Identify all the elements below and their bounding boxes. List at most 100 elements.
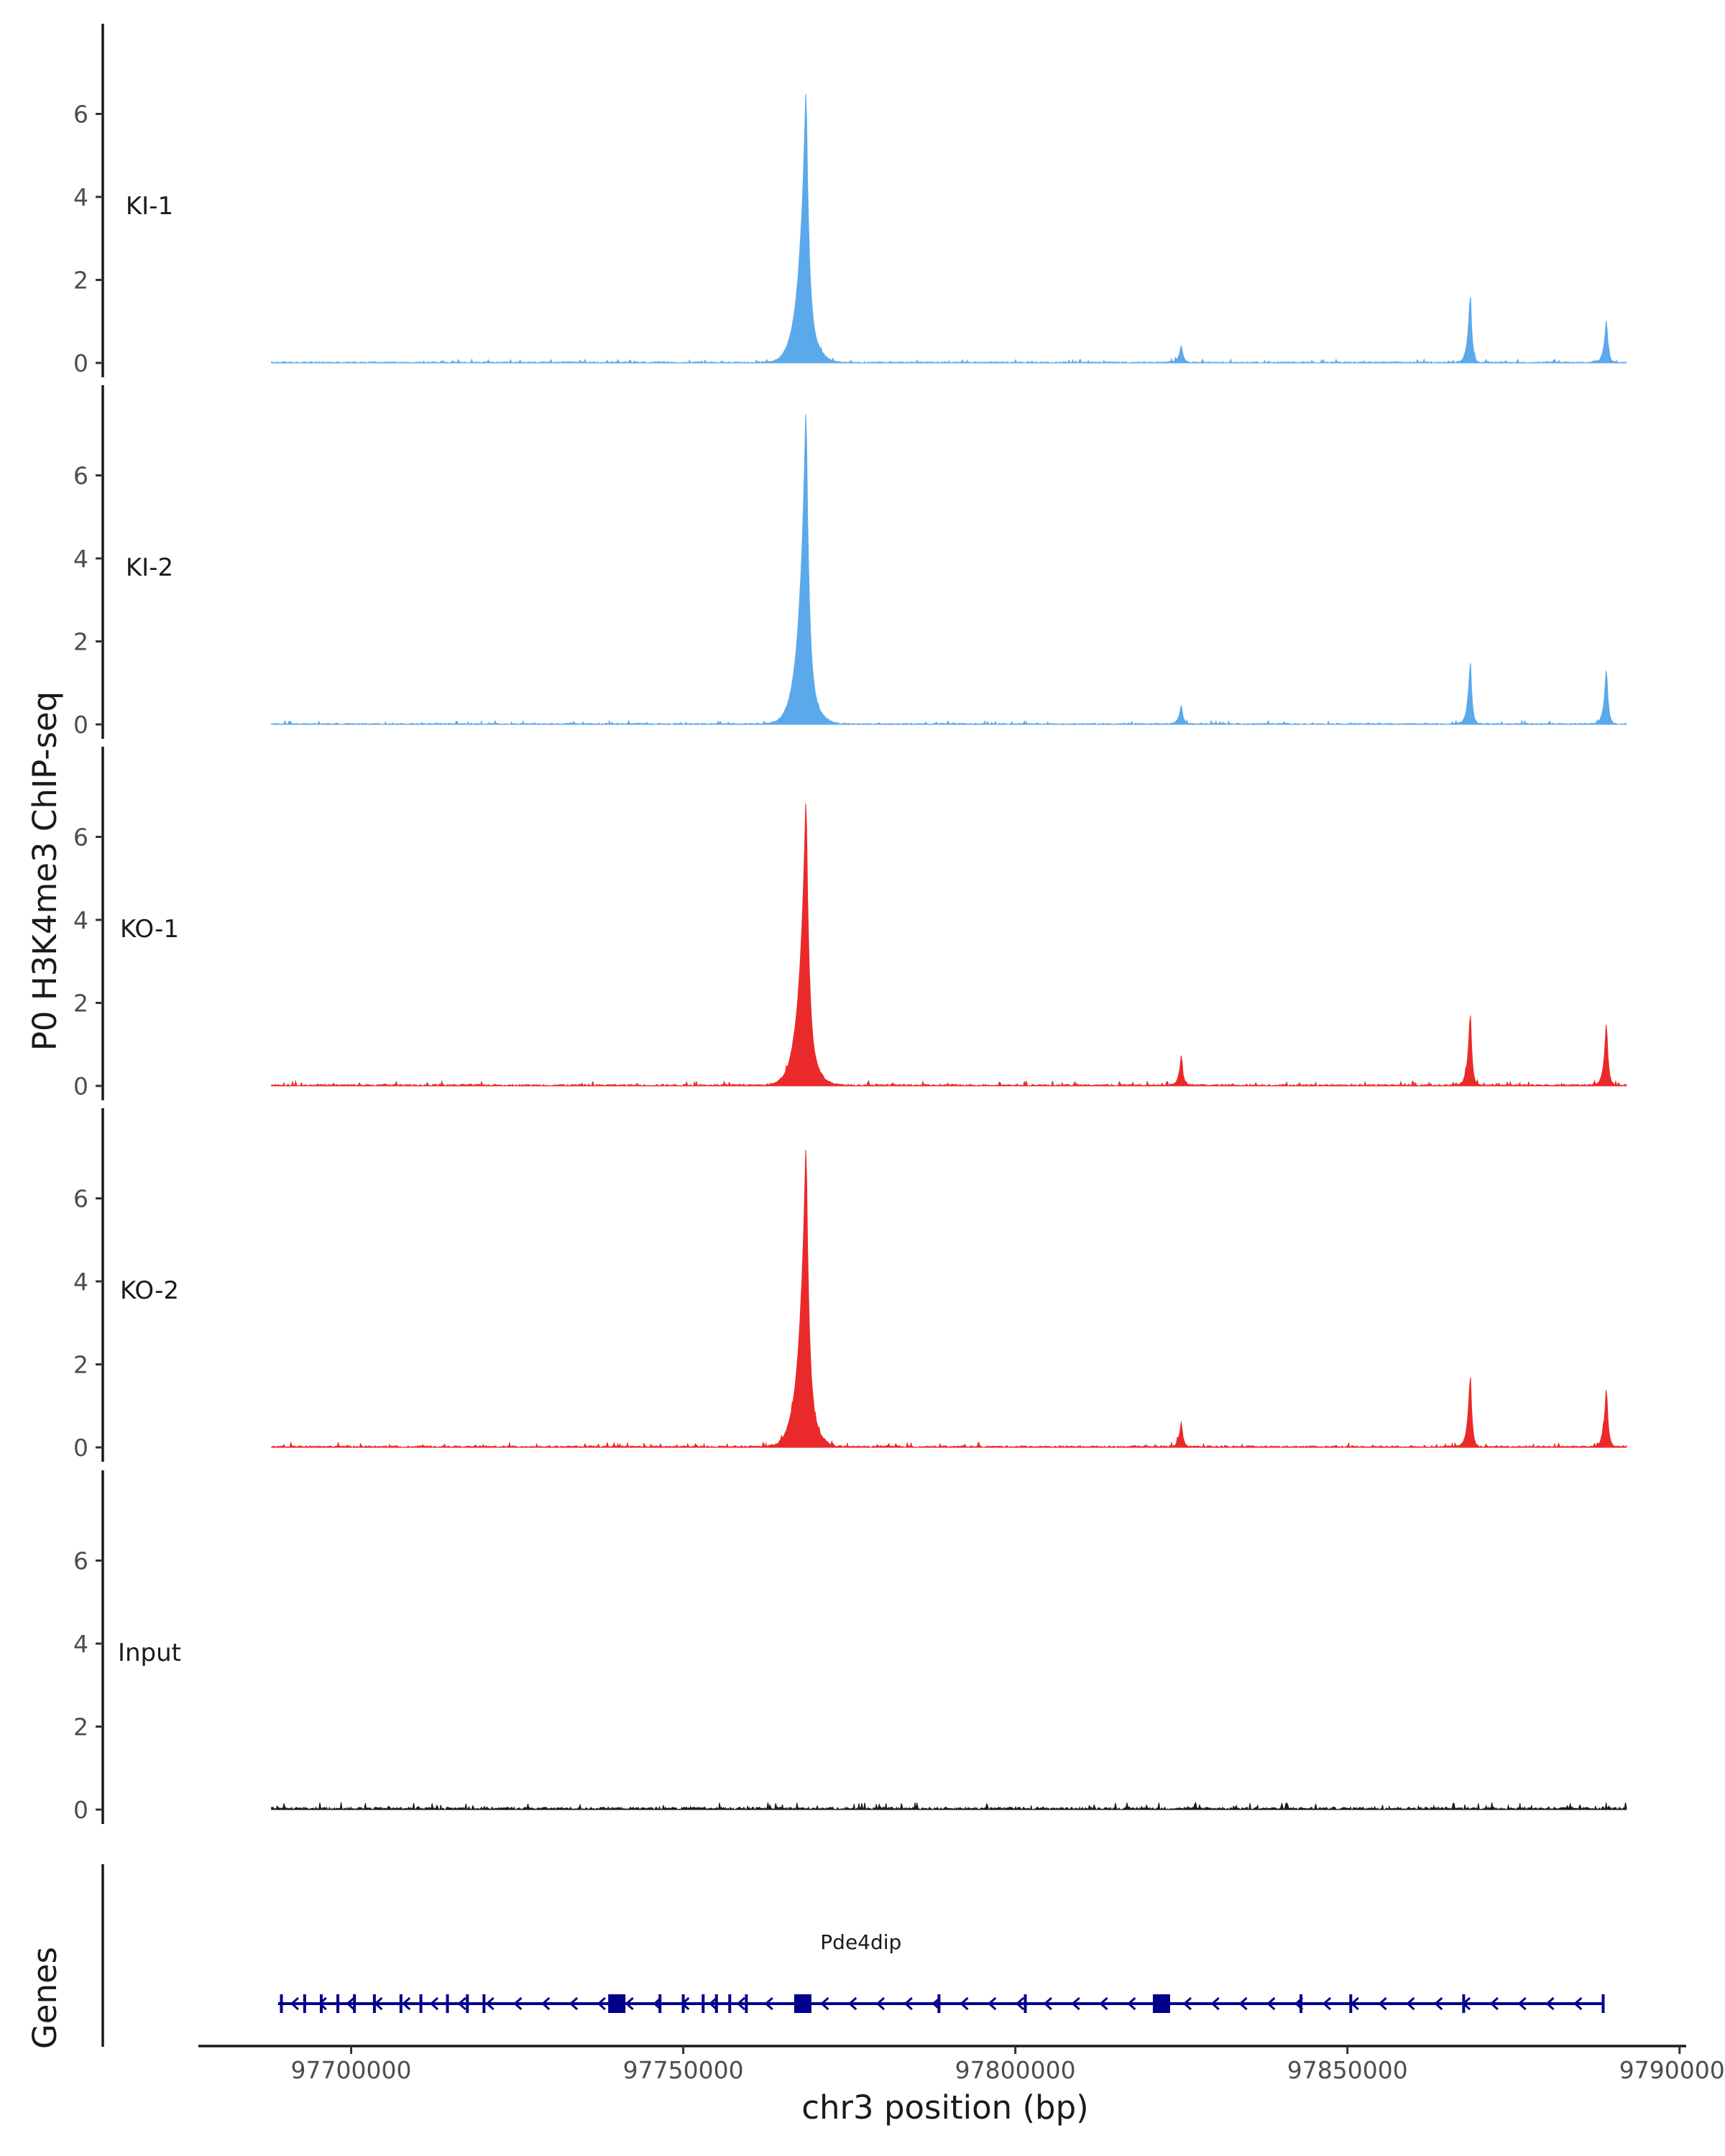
- strand-chevron: [1322, 1996, 1332, 2011]
- strand-chevron: [1434, 1996, 1443, 2011]
- x-tick-label: 97900000: [1619, 2056, 1725, 2084]
- track-label: KI-2: [126, 553, 173, 582]
- track-ki-1: 0 2 4 6 KI-1: [73, 24, 1627, 377]
- y-tick-label: 0: [73, 1796, 88, 1824]
- y-tick-label: 6: [73, 824, 88, 852]
- strand-chevron: [485, 1996, 494, 2011]
- strand-chevron: [290, 1996, 299, 2011]
- x-axis-title: chr3 position (bp): [801, 2088, 1089, 2127]
- exon: [658, 1994, 662, 2013]
- exon: [419, 1994, 423, 2013]
- signal-area: [271, 414, 1627, 725]
- track-ko-2: 0 2 4 6 KO-2: [73, 1108, 1627, 1462]
- strand-chevron: [1015, 1996, 1025, 2011]
- exon: [482, 1994, 486, 2013]
- exon: [1601, 1994, 1605, 2013]
- strand-chevron: [401, 1996, 411, 2011]
- genes-axis-title: Genes: [26, 1947, 64, 2049]
- y-tick-label: 2: [73, 628, 88, 656]
- exon: [1349, 1994, 1353, 2013]
- track-label: Input: [118, 1639, 181, 1667]
- gene-panel: Pde4dip: [101, 1864, 1605, 2047]
- exon: [446, 1994, 449, 2013]
- signal-area: [271, 1150, 1627, 1449]
- exon: [745, 1994, 748, 2013]
- strand-chevron: [346, 1996, 355, 2011]
- exon: [399, 1994, 402, 2013]
- exon: [937, 1994, 941, 2013]
- x-tick-label: 97800000: [955, 2056, 1076, 2084]
- exon: [1462, 1994, 1466, 2013]
- exon: [303, 1994, 306, 2013]
- exon-large: [608, 1994, 626, 2013]
- strand-chevron: [820, 1996, 829, 2011]
- strand-chevron: [1238, 1996, 1248, 2011]
- strand-chevron: [1043, 1996, 1052, 2011]
- signal-area: [271, 93, 1627, 364]
- strand-chevron: [736, 1996, 745, 2011]
- strand-chevron: [1573, 1996, 1583, 2011]
- y-tick-label: 0: [73, 1434, 88, 1462]
- strand-chevron: [764, 1996, 773, 2011]
- strand-chevron: [960, 1996, 969, 2011]
- strand-chevron: [1545, 1996, 1555, 2011]
- x-axis: 97700000 97750000 97800000 97850000 97900000: [198, 2045, 1725, 2084]
- exon: [353, 1994, 356, 2013]
- strand-chevron: [708, 1996, 718, 2011]
- y-tick-label: 4: [73, 906, 88, 934]
- y-tick-label: 4: [73, 1630, 88, 1658]
- strand-chevron: [429, 1996, 439, 2011]
- x-tick-label: 97700000: [291, 2056, 412, 2084]
- y-tick-label: 0: [73, 1072, 88, 1100]
- y-axis-title: P0 H3K4me3 ChIP-seq: [26, 691, 64, 1051]
- track-label: KO-1: [120, 915, 179, 944]
- exon: [280, 1994, 283, 2013]
- strand-chevron: [457, 1996, 466, 2011]
- y-tick-label: 2: [73, 990, 88, 1018]
- strand-chevron: [1210, 1996, 1220, 2011]
- exon: [1024, 1994, 1027, 2013]
- strand-chevron: [1378, 1996, 1387, 2011]
- exon-large: [1152, 1994, 1170, 2013]
- exon: [714, 1994, 718, 2013]
- y-tick-label: 0: [73, 711, 88, 739]
- strand-chevron: [903, 1996, 913, 2011]
- signal-area: [271, 1802, 1627, 1811]
- x-tick-label: 97750000: [623, 2056, 744, 2084]
- y-tick-label: 2: [73, 1351, 88, 1379]
- y-tick-label: 2: [73, 1713, 88, 1741]
- y-tick-label: 6: [73, 101, 88, 129]
- strand-chevron: [1127, 1996, 1136, 2011]
- strand-chevron: [318, 1996, 327, 2011]
- y-tick-label: 6: [73, 1185, 88, 1213]
- y-tick-label: 6: [73, 462, 88, 490]
- y-tick-label: 4: [73, 183, 88, 211]
- exon: [1300, 1994, 1303, 2013]
- track-input: 0 2 4 6 Input: [73, 1470, 1627, 1824]
- exon: [336, 1994, 340, 2013]
- y-tick-label: 6: [73, 1547, 88, 1575]
- track-ki-2: 0 2 4 6 KI-2: [73, 385, 1627, 739]
- exon: [702, 1994, 705, 2013]
- strand-chevron: [1182, 1996, 1192, 2011]
- track-label: KI-1: [126, 192, 173, 221]
- strand-chevron: [847, 1996, 857, 2011]
- exon: [681, 1994, 685, 2013]
- y-tick-label: 4: [73, 1268, 88, 1296]
- x-tick-label: 97850000: [1287, 2056, 1408, 2084]
- strand-chevron: [625, 1996, 634, 2011]
- strand-chevron: [1099, 1996, 1108, 2011]
- exon: [319, 1994, 323, 2013]
- y-tick-label: 0: [73, 349, 88, 377]
- strand-chevron: [875, 1996, 886, 2011]
- exon-large: [794, 1994, 811, 2013]
- gene-name: Pde4dip: [820, 1930, 901, 1954]
- strand-chevron: [513, 1996, 523, 2011]
- track-label: KO-2: [120, 1276, 179, 1305]
- exon: [372, 1994, 376, 2013]
- track-ko-1: 0 2 4 6 KO-1: [73, 747, 1627, 1100]
- strand-chevron: [1489, 1996, 1499, 2011]
- strand-chevron: [541, 1996, 551, 2011]
- exon: [728, 1994, 732, 2013]
